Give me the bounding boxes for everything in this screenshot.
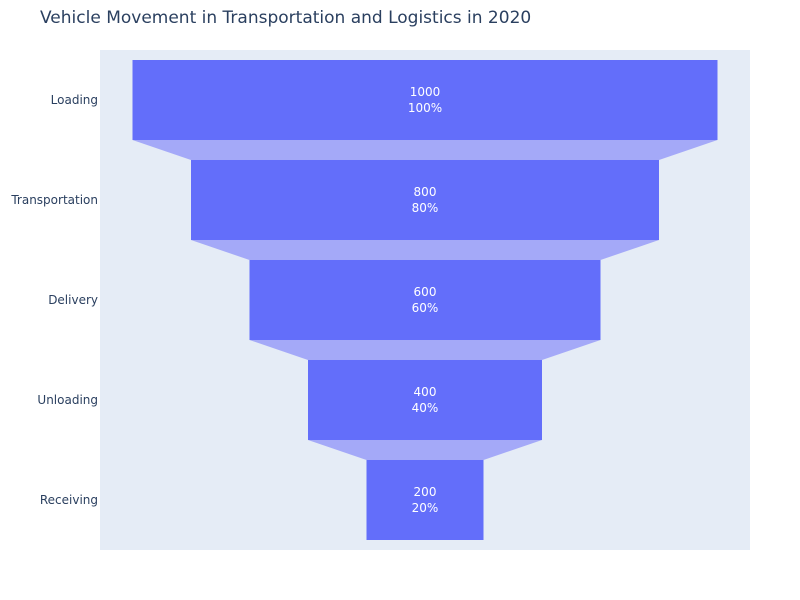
- bar-percent-label: 100%: [408, 101, 442, 115]
- bar-value-label: 200: [414, 485, 437, 499]
- bar-value-label: 400: [414, 385, 437, 399]
- bar-value-label: 1000: [410, 85, 441, 99]
- stage-tick-label: Receiving: [40, 493, 98, 507]
- funnel-bar-loading: [133, 60, 718, 140]
- stage-axis: Loading Transportation Delivery Unloading Re…: [10, 93, 98, 507]
- bar-value-label: 800: [414, 185, 437, 199]
- bar-percent-label: 80%: [412, 201, 439, 215]
- stage-tick-label: Loading: [51, 93, 98, 107]
- stage-tick-label: Delivery: [48, 293, 98, 307]
- funnel-bar-unloading: [308, 360, 542, 440]
- funnel-bar-delivery: [250, 260, 601, 340]
- funnel-connector: [191, 240, 659, 260]
- stage-tick-label: Unloading: [37, 393, 98, 407]
- bar-percent-label: 40%: [412, 401, 439, 415]
- funnel-connector: [250, 340, 601, 360]
- bar-value-label: 600: [414, 285, 437, 299]
- funnel-bar-transportation: [191, 160, 659, 240]
- stage-tick-label: Transportation: [10, 193, 98, 207]
- bar-percent-label: 60%: [412, 301, 439, 315]
- bar-percent-label: 20%: [412, 501, 439, 515]
- funnel-connector: [133, 140, 718, 160]
- funnel-bar-receiving: [367, 460, 484, 540]
